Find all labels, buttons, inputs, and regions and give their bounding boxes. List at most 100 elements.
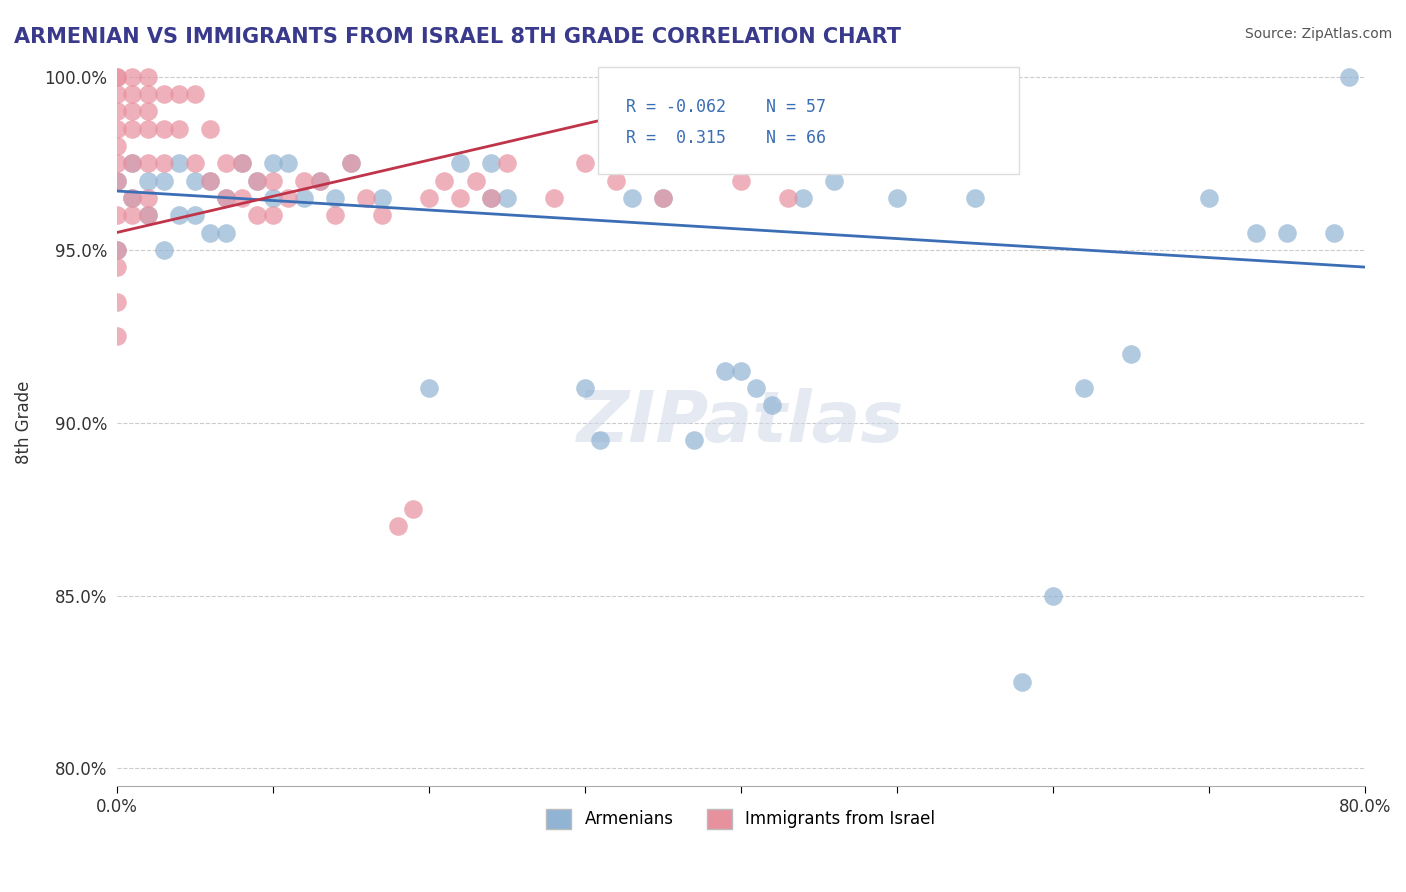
Text: ZIPatlas: ZIPatlas xyxy=(576,388,904,458)
Armenians xyxy=(262,156,284,170)
Armenians xyxy=(761,398,783,412)
Immigrants from Israel xyxy=(105,260,128,274)
Immigrants from Israel xyxy=(105,208,128,222)
Text: R =  0.315    N = 66: R = 0.315 N = 66 xyxy=(626,129,825,147)
Immigrants from Israel xyxy=(215,156,238,170)
Armenians xyxy=(574,381,596,395)
Immigrants from Israel xyxy=(730,174,752,188)
Immigrants from Israel xyxy=(262,208,284,222)
Immigrants from Israel xyxy=(105,87,128,102)
Armenians xyxy=(371,191,394,205)
Immigrants from Israel xyxy=(121,104,143,119)
Armenians xyxy=(167,208,190,222)
Armenians xyxy=(262,191,284,205)
Immigrants from Israel xyxy=(105,70,128,84)
Armenians xyxy=(184,174,207,188)
Immigrants from Israel xyxy=(136,70,159,84)
Immigrants from Israel xyxy=(105,174,128,188)
Immigrants from Israel xyxy=(651,191,673,205)
Immigrants from Israel xyxy=(152,87,174,102)
Immigrants from Israel xyxy=(402,502,425,516)
Armenians xyxy=(449,156,471,170)
Immigrants from Israel xyxy=(246,174,269,188)
Immigrants from Israel xyxy=(152,121,174,136)
Immigrants from Israel xyxy=(387,519,409,533)
Immigrants from Israel xyxy=(356,191,378,205)
Immigrants from Israel xyxy=(683,156,706,170)
Immigrants from Israel xyxy=(340,156,363,170)
Immigrants from Israel xyxy=(433,174,456,188)
Armenians xyxy=(745,381,768,395)
Armenians xyxy=(136,174,159,188)
Armenians xyxy=(184,208,207,222)
Immigrants from Israel xyxy=(215,191,238,205)
Immigrants from Israel xyxy=(105,243,128,257)
Armenians xyxy=(1073,381,1095,395)
Immigrants from Israel xyxy=(776,191,799,205)
Armenians xyxy=(1119,346,1142,360)
Immigrants from Israel xyxy=(105,329,128,343)
Immigrants from Israel xyxy=(200,174,222,188)
Immigrants from Israel xyxy=(105,139,128,153)
Armenians xyxy=(136,208,159,222)
Immigrants from Israel xyxy=(418,191,440,205)
Immigrants from Israel xyxy=(574,156,596,170)
Armenians xyxy=(215,191,238,205)
Immigrants from Israel xyxy=(121,208,143,222)
Immigrants from Israel xyxy=(136,121,159,136)
Armenians xyxy=(1244,226,1267,240)
Immigrants from Israel xyxy=(121,87,143,102)
Y-axis label: 8th Grade: 8th Grade xyxy=(15,381,32,465)
Immigrants from Israel xyxy=(231,156,253,170)
Immigrants from Israel xyxy=(184,87,207,102)
Immigrants from Israel xyxy=(605,174,627,188)
Armenians xyxy=(651,191,673,205)
Text: ARMENIAN VS IMMIGRANTS FROM ISRAEL 8TH GRADE CORRELATION CHART: ARMENIAN VS IMMIGRANTS FROM ISRAEL 8TH G… xyxy=(14,27,901,46)
Text: R = -0.062    N = 57: R = -0.062 N = 57 xyxy=(626,98,825,116)
Immigrants from Israel xyxy=(262,174,284,188)
Armenians xyxy=(121,156,143,170)
Text: Source: ZipAtlas.com: Source: ZipAtlas.com xyxy=(1244,27,1392,41)
Armenians xyxy=(105,243,128,257)
Immigrants from Israel xyxy=(152,156,174,170)
Armenians xyxy=(714,364,737,378)
Immigrants from Israel xyxy=(121,121,143,136)
Armenians xyxy=(215,226,238,240)
Immigrants from Israel xyxy=(167,87,190,102)
Immigrants from Israel xyxy=(136,87,159,102)
Immigrants from Israel xyxy=(231,191,253,205)
Immigrants from Israel xyxy=(449,191,471,205)
Armenians xyxy=(668,156,690,170)
Immigrants from Israel xyxy=(121,156,143,170)
Armenians xyxy=(231,156,253,170)
Armenians xyxy=(636,156,658,170)
Legend: Armenians, Immigrants from Israel: Armenians, Immigrants from Israel xyxy=(540,802,942,836)
Armenians xyxy=(167,156,190,170)
Armenians xyxy=(479,156,502,170)
Armenians xyxy=(886,191,908,205)
Armenians xyxy=(323,191,346,205)
Armenians xyxy=(246,174,269,188)
Armenians xyxy=(792,191,814,205)
Immigrants from Israel xyxy=(323,208,346,222)
Armenians xyxy=(1198,191,1220,205)
Armenians xyxy=(699,156,721,170)
Armenians xyxy=(121,191,143,205)
Armenians xyxy=(589,433,612,447)
Armenians xyxy=(495,191,517,205)
Immigrants from Israel xyxy=(246,208,269,222)
Immigrants from Israel xyxy=(167,121,190,136)
Immigrants from Israel xyxy=(479,191,502,205)
Immigrants from Israel xyxy=(200,121,222,136)
Immigrants from Israel xyxy=(136,104,159,119)
Armenians xyxy=(479,191,502,205)
Armenians xyxy=(152,174,174,188)
Armenians xyxy=(823,174,845,188)
Armenians xyxy=(901,156,924,170)
Armenians xyxy=(200,174,222,188)
Immigrants from Israel xyxy=(184,156,207,170)
Immigrants from Israel xyxy=(105,294,128,309)
Immigrants from Israel xyxy=(105,70,128,84)
Immigrants from Israel xyxy=(105,104,128,119)
Immigrants from Israel xyxy=(105,156,128,170)
